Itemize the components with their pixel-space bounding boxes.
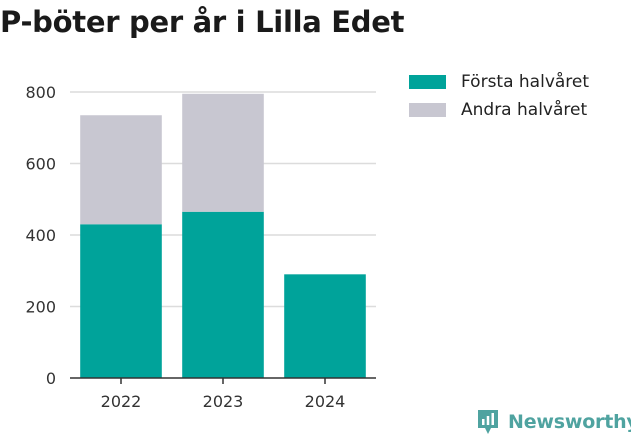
- bar-2024-series-1: [284, 274, 366, 378]
- bar-2022-series-1: [80, 224, 162, 378]
- brand-name: Newsworthy: [508, 411, 631, 433]
- y-tick-label: 0: [46, 369, 56, 388]
- x-axis-ticks: 2022 2023 2024: [101, 378, 346, 411]
- legend: Första halvåret Andra halvåret: [409, 68, 589, 124]
- newsworthy-logo-icon: [478, 410, 498, 434]
- y-tick-label: 600: [25, 155, 56, 174]
- y-tick-label: 200: [25, 298, 56, 317]
- x-tick-label: 2022: [101, 392, 142, 411]
- legend-label: Andra halvåret: [461, 100, 588, 120]
- legend-label: Första halvåret: [461, 72, 590, 92]
- bar-2023-series-2: [182, 93, 264, 212]
- y-axis-ticks: 0 200 400 600 800: [25, 83, 56, 388]
- y-tick-label: 800: [25, 83, 56, 102]
- x-tick-label: 2024: [305, 392, 346, 411]
- legend-swatch: [409, 103, 446, 117]
- brand-logo: Newsworthy: [476, 408, 631, 436]
- bar-2023-series-1: [182, 211, 264, 378]
- legend-item: Andra halvåret: [409, 96, 589, 124]
- x-tick-label: 2023: [203, 392, 244, 411]
- legend-swatch: [409, 75, 446, 89]
- y-tick-label: 400: [25, 226, 56, 245]
- bars: [80, 93, 366, 378]
- chart-title: P-böter per år i Lilla Edet: [0, 5, 405, 39]
- legend-item: Första halvåret: [409, 68, 589, 96]
- bar-2022-series-2: [80, 115, 162, 225]
